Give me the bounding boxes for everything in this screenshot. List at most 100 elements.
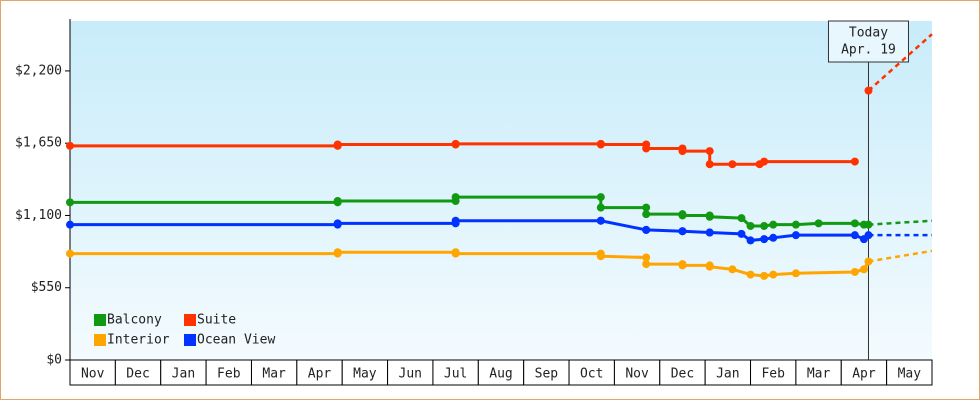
x-tick-label: Aug bbox=[489, 367, 512, 382]
price-point bbox=[333, 140, 342, 149]
legend-label: Suite bbox=[197, 313, 236, 328]
month-box bbox=[613, 359, 661, 386]
price-point bbox=[678, 147, 687, 156]
legend-swatch bbox=[94, 334, 106, 346]
price-point bbox=[746, 221, 755, 230]
x-tick-label: Feb bbox=[761, 367, 785, 382]
price-point bbox=[333, 219, 342, 228]
price-point bbox=[864, 220, 873, 229]
price-point bbox=[760, 235, 769, 244]
price-point bbox=[66, 249, 74, 258]
price-point bbox=[864, 86, 873, 95]
x-tick-label: Jul bbox=[444, 367, 467, 382]
x-tick-label: Dec bbox=[126, 367, 149, 382]
x-tick-label: Jan bbox=[716, 367, 739, 382]
x-tick-label: Jan bbox=[172, 367, 195, 382]
x-tick-label: Sep bbox=[535, 367, 559, 382]
price-point bbox=[864, 257, 873, 266]
x-tick-label: Oct bbox=[580, 367, 603, 382]
y-tick-label: $550 bbox=[31, 280, 62, 295]
price-point bbox=[850, 219, 859, 228]
forecast-line bbox=[868, 249, 933, 263]
x-tick-label: May bbox=[898, 367, 922, 382]
x-tick-label: Mar bbox=[262, 367, 286, 382]
price-point bbox=[814, 219, 823, 228]
y-tick-label: $0 bbox=[46, 353, 62, 368]
legend-label: Balcony bbox=[107, 313, 162, 328]
legend-label: Interior bbox=[107, 333, 170, 348]
x-tick-label: Feb bbox=[217, 367, 241, 382]
price-point bbox=[850, 157, 859, 166]
x-tick-label: Nov bbox=[81, 367, 105, 382]
price-point bbox=[642, 253, 651, 262]
price-point bbox=[705, 212, 714, 221]
price-point bbox=[760, 157, 769, 166]
y-tick-label: $1,100 bbox=[15, 208, 62, 223]
price-point bbox=[705, 160, 714, 169]
x-tick-label: Dec bbox=[671, 367, 694, 382]
legend-label: Ocean View bbox=[197, 333, 275, 348]
today-label: Apr. 19 bbox=[841, 43, 896, 58]
price-point bbox=[596, 216, 605, 225]
price-point bbox=[705, 228, 714, 237]
price-point bbox=[642, 260, 651, 269]
price-point bbox=[596, 252, 605, 261]
price-point bbox=[66, 141, 74, 150]
forecast-line bbox=[868, 219, 933, 226]
price-point bbox=[769, 233, 778, 242]
price-point bbox=[451, 139, 460, 148]
price-point bbox=[642, 144, 651, 153]
price-point bbox=[769, 220, 778, 229]
y-tick-label: $1,650 bbox=[15, 136, 62, 151]
price-point bbox=[746, 236, 755, 245]
price-point bbox=[705, 262, 714, 271]
price-point bbox=[791, 269, 800, 278]
x-tick-label: Apr bbox=[852, 367, 876, 382]
price-point bbox=[760, 271, 769, 280]
month-box bbox=[750, 359, 797, 386]
month-box bbox=[886, 359, 933, 386]
price-point bbox=[333, 197, 342, 206]
price-point bbox=[859, 265, 868, 274]
price-point bbox=[642, 225, 651, 234]
price-point bbox=[737, 214, 746, 223]
price-point bbox=[769, 270, 778, 279]
price-point bbox=[642, 210, 651, 219]
price-point bbox=[333, 248, 342, 257]
today-label: Today bbox=[849, 26, 888, 41]
plot-background bbox=[70, 21, 932, 360]
x-tick-label: Mar bbox=[807, 367, 831, 382]
price-point bbox=[642, 203, 651, 212]
price-point bbox=[678, 261, 687, 270]
price-point bbox=[66, 198, 74, 207]
month-box bbox=[704, 359, 752, 386]
price-point bbox=[737, 229, 746, 238]
price-point bbox=[596, 140, 605, 149]
month-box bbox=[840, 359, 888, 386]
price-point bbox=[596, 193, 605, 202]
price-point bbox=[791, 231, 800, 240]
legend-swatch bbox=[184, 314, 196, 326]
x-tick-label: Jun bbox=[399, 367, 422, 382]
price-point bbox=[850, 231, 859, 240]
price-point bbox=[678, 211, 687, 220]
price-point bbox=[728, 160, 737, 169]
price-point bbox=[760, 221, 769, 230]
price-point bbox=[451, 193, 460, 202]
price-point bbox=[791, 220, 800, 229]
price-point bbox=[66, 220, 74, 229]
price-point bbox=[451, 249, 460, 258]
price-point bbox=[678, 227, 687, 236]
price-point bbox=[850, 267, 859, 276]
today-box bbox=[827, 20, 909, 63]
price-point bbox=[746, 270, 755, 279]
x-tick-label: Apr bbox=[308, 367, 332, 382]
legend-swatch bbox=[94, 314, 106, 326]
price-point bbox=[728, 265, 737, 274]
month-box bbox=[432, 359, 479, 386]
price-point bbox=[864, 231, 873, 240]
x-tick-label: Nov bbox=[625, 367, 649, 382]
legend-swatch bbox=[184, 334, 196, 346]
